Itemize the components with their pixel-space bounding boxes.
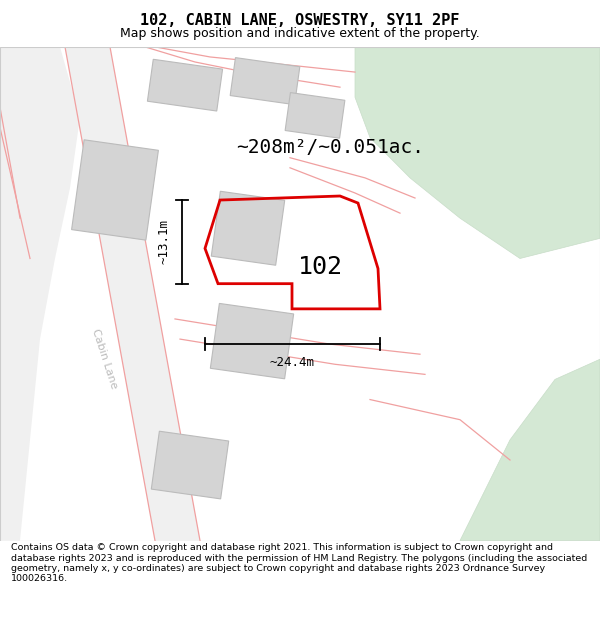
Polygon shape <box>230 58 300 104</box>
Text: ~208m²/~0.051ac.: ~208m²/~0.051ac. <box>236 138 424 157</box>
Polygon shape <box>211 303 293 379</box>
Polygon shape <box>460 359 600 541</box>
Text: Cabin Lane: Cabin Lane <box>91 328 119 391</box>
Text: 102: 102 <box>298 254 343 279</box>
Text: Map shows position and indicative extent of the property.: Map shows position and indicative extent… <box>120 27 480 40</box>
Polygon shape <box>65 47 200 541</box>
Polygon shape <box>71 140 158 240</box>
Text: 102, CABIN LANE, OSWESTRY, SY11 2PF: 102, CABIN LANE, OSWESTRY, SY11 2PF <box>140 13 460 28</box>
Text: ~13.1m: ~13.1m <box>157 219 170 264</box>
Polygon shape <box>355 47 600 259</box>
Polygon shape <box>151 431 229 499</box>
Polygon shape <box>211 191 285 265</box>
Text: ~24.4m: ~24.4m <box>270 356 315 369</box>
Polygon shape <box>0 47 80 541</box>
Polygon shape <box>285 92 345 138</box>
Polygon shape <box>148 59 223 111</box>
Text: Contains OS data © Crown copyright and database right 2021. This information is : Contains OS data © Crown copyright and d… <box>11 543 587 583</box>
